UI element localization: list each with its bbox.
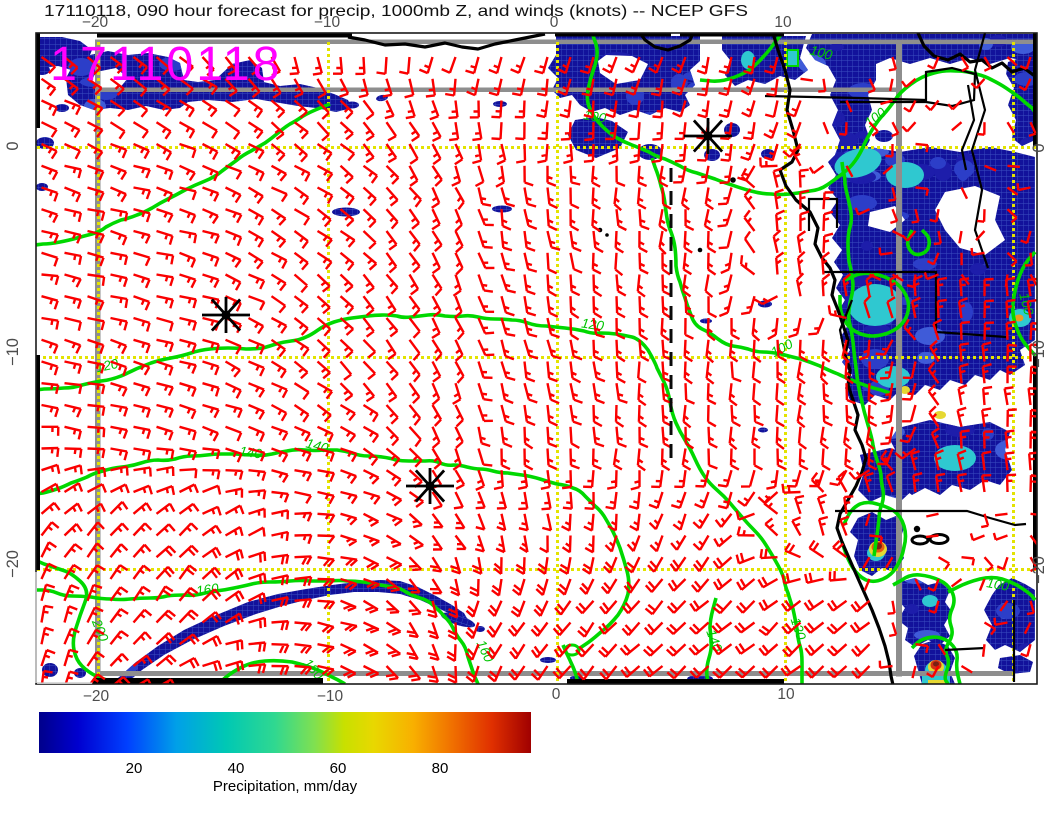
svg-text:10: 10 bbox=[777, 686, 795, 703]
svg-text:−20: −20 bbox=[4, 550, 22, 578]
svg-text:140: 140 bbox=[238, 444, 263, 462]
svg-text:−10: −10 bbox=[4, 338, 22, 366]
svg-text:120: 120 bbox=[788, 616, 809, 643]
svg-text:80: 80 bbox=[432, 760, 449, 777]
svg-text:60: 60 bbox=[330, 760, 347, 777]
svg-text:17110118: 17110118 bbox=[50, 37, 283, 91]
svg-text:0: 0 bbox=[552, 686, 561, 703]
svg-text:10: 10 bbox=[774, 14, 792, 31]
svg-text:120: 120 bbox=[94, 356, 120, 375]
svg-text:−10: −10 bbox=[1030, 340, 1048, 368]
svg-text:17110118, 090 hour forecast fo: 17110118, 090 hour forecast for precip, … bbox=[44, 3, 748, 20]
svg-text:0: 0 bbox=[1030, 143, 1048, 152]
svg-text:100: 100 bbox=[1016, 291, 1036, 317]
svg-text:40: 40 bbox=[228, 760, 245, 777]
svg-text:−20: −20 bbox=[83, 688, 110, 705]
svg-text:0: 0 bbox=[550, 14, 559, 31]
svg-text:20: 20 bbox=[126, 760, 143, 777]
svg-text:−20: −20 bbox=[1030, 556, 1048, 584]
svg-text:−20: −20 bbox=[82, 14, 109, 31]
svg-text:Precipitation, mm/day: Precipitation, mm/day bbox=[213, 778, 358, 795]
svg-text:100: 100 bbox=[985, 575, 1010, 594]
svg-text:−10: −10 bbox=[314, 14, 341, 31]
svg-text:100: 100 bbox=[582, 107, 607, 126]
svg-text:0: 0 bbox=[4, 141, 22, 150]
svg-text:100: 100 bbox=[808, 42, 834, 62]
svg-text:−10: −10 bbox=[317, 688, 344, 705]
